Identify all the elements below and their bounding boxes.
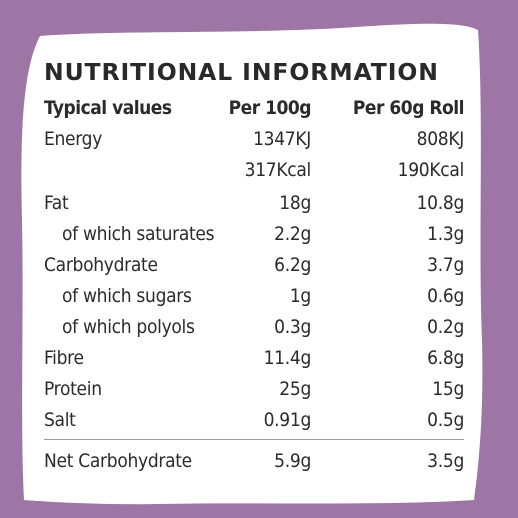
row-per-roll: 0.5g bbox=[427, 409, 464, 431]
row-saturates: of which saturates 2.2g 1.3g bbox=[44, 221, 464, 247]
row-per-100g: 11.4g bbox=[263, 347, 312, 369]
row-per-100g: 25g bbox=[279, 378, 311, 400]
row-label: of which polyols bbox=[62, 316, 195, 338]
row-per-roll: 0.2g bbox=[427, 316, 464, 338]
row-per-100g: 5.9g bbox=[274, 450, 311, 472]
row-per-100g: 2.2g bbox=[274, 223, 311, 245]
row-per-roll: 6.8g bbox=[427, 347, 464, 369]
row-per-roll: 15g bbox=[432, 378, 464, 400]
row-per-100g: 1347KJ bbox=[253, 128, 311, 150]
header-per-100g: Per 100g bbox=[228, 97, 312, 119]
row-per-roll: 10.8g bbox=[416, 192, 465, 214]
row-per-roll: 808KJ bbox=[416, 128, 465, 150]
row-protein: Protein 25g 15g bbox=[44, 376, 464, 402]
row-per-100g: 6.2g bbox=[274, 254, 311, 276]
row-per-roll: 0.6g bbox=[427, 285, 464, 307]
row-label: Net Carbohydrate bbox=[44, 450, 192, 472]
row-sugars: of which sugars 1g 0.6g bbox=[44, 283, 464, 309]
nutrition-title: NUTRITIONAL INFORMATION bbox=[44, 58, 439, 86]
row-salt: Salt 0.91g 0.5g bbox=[44, 407, 464, 433]
row-energy-kcal: 317Kcal 190Kcal bbox=[44, 157, 465, 183]
row-label: Fat bbox=[44, 192, 69, 214]
row-label: of which sugars bbox=[62, 285, 192, 307]
row-polyols: of which polyols 0.3g 0.2g bbox=[44, 314, 464, 340]
row-per-100g: 18g bbox=[279, 192, 311, 214]
row-per-100g: 317Kcal bbox=[244, 159, 312, 181]
nutrition-panel: NUTRITIONAL INFORMATION Typical values P… bbox=[26, 30, 484, 500]
row-per-roll: 3.5g bbox=[427, 450, 464, 472]
row-carbohydrate: Carbohydrate 6.2g 3.7g bbox=[44, 252, 464, 278]
header-typical-values: Typical values bbox=[44, 97, 172, 119]
table-header-row: Typical values Per 100g Per 60g Roll bbox=[44, 95, 465, 121]
row-per-100g: 0.3g bbox=[274, 316, 311, 338]
row-per-roll: 190Kcal bbox=[397, 159, 465, 181]
row-per-100g: 1g bbox=[289, 285, 311, 307]
row-energy-kj: Energy 1347KJ 808KJ bbox=[44, 126, 464, 152]
header-per-roll: Per 60g Roll bbox=[352, 97, 465, 119]
row-per-100g: 0.91g bbox=[263, 409, 312, 431]
row-label: Carbohydrate bbox=[44, 254, 158, 276]
row-fibre: Fibre 11.4g 6.8g bbox=[44, 345, 464, 371]
row-label: Salt bbox=[44, 409, 76, 431]
table-divider bbox=[44, 439, 464, 440]
row-label: of which saturates bbox=[62, 223, 215, 245]
row-per-roll: 1.3g bbox=[427, 223, 464, 245]
row-fat: Fat 18g 10.8g bbox=[44, 190, 464, 216]
row-net-carbohydrate: Net Carbohydrate 5.9g 3.5g bbox=[44, 448, 464, 474]
row-label: Fibre bbox=[44, 347, 84, 369]
row-per-roll: 3.7g bbox=[427, 254, 464, 276]
row-label: Protein bbox=[44, 378, 102, 400]
row-label: Energy bbox=[44, 128, 103, 150]
